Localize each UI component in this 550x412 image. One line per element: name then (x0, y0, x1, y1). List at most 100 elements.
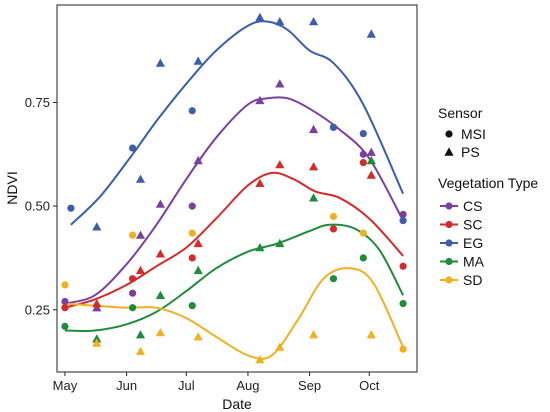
legend-vegetation-label: SD (463, 272, 482, 288)
point-eg-msi (399, 217, 407, 225)
legend-key-dot (445, 220, 453, 229)
y-tick-label: 0.25 (25, 302, 50, 317)
legend-sensor-title: Sensor (438, 105, 483, 121)
legend-key-dot (445, 239, 453, 247)
point-sd-ps (193, 332, 203, 341)
point-sc-ps (255, 178, 265, 187)
point-sd-ps (135, 346, 146, 355)
plot-panel (56, 4, 418, 373)
point-ma-msi (188, 302, 196, 310)
point-sc-ps (309, 162, 319, 171)
point-sd-msi (329, 212, 338, 221)
legend-vegetation-label: EG (463, 235, 483, 251)
point-cs-ps (193, 155, 203, 165)
point-ma-ps (193, 265, 203, 275)
point-cs-msi (61, 297, 69, 306)
point-eg-ps (309, 17, 319, 26)
legend-vegetation-label: CS (463, 198, 482, 214)
point-sc-msi (128, 275, 137, 283)
point-sc-ps (135, 265, 146, 275)
point-ma-ps (309, 193, 319, 202)
legend-vegetation-title: Vegetation Type (438, 175, 538, 191)
point-eg-ps (366, 29, 376, 38)
point-cs-msi (128, 289, 137, 297)
point-ma-ps (275, 238, 285, 248)
point-ma-msi (329, 275, 338, 283)
point-sd-ps (309, 330, 319, 339)
legend-vegetation-items: CS SC EG MA SD (440, 198, 485, 288)
point-eg-msi (67, 204, 75, 212)
point-sc-msi (61, 304, 69, 312)
point-sd-msi (188, 229, 196, 237)
point-sc-ps (366, 170, 376, 179)
point-sd-ps (255, 355, 265, 364)
data-points (61, 12, 407, 364)
x-axis-title: Date (222, 396, 252, 412)
point-sc-ps (193, 238, 203, 248)
point-sc-ps (275, 160, 285, 169)
point-eg-msi (329, 123, 338, 131)
point-ma-ps (255, 243, 265, 252)
legend-triangle-icon (444, 147, 454, 156)
point-sd-msi (359, 229, 367, 237)
point-eg-msi (359, 129, 367, 138)
point-sd-ps (366, 330, 376, 339)
trend-line-sd (64, 267, 405, 360)
legend-sensor-label: PS (461, 144, 480, 160)
trend-line-eg (70, 20, 405, 226)
point-sc-msi (329, 225, 338, 233)
trend-line-sc (64, 171, 404, 309)
point-eg-ps (135, 174, 146, 183)
point-ma-msi (128, 304, 137, 312)
legend: Sensor MSI PS Vegetation Type CS SC EG MA SD (438, 105, 538, 288)
y-axis-title: NDVI (4, 171, 20, 204)
legend-key-dot (445, 257, 453, 266)
point-sd-msi (61, 281, 69, 289)
x-tick-label: Jul (178, 378, 195, 393)
legend-vegetation-label: MA (463, 254, 485, 270)
point-cs-ps (155, 199, 165, 208)
x-tick-label: Oct (359, 378, 380, 393)
point-sd-ps (275, 342, 285, 351)
y-tick-label: 0.75 (25, 95, 50, 110)
point-eg-ps (155, 58, 165, 67)
point-ma-msi (61, 322, 69, 330)
point-ma-msi (399, 299, 407, 308)
point-cs-msi (188, 202, 196, 210)
point-eg-ps (193, 56, 203, 65)
point-eg-ps (92, 222, 102, 231)
point-cs-ps (255, 95, 265, 105)
point-sd-ps (155, 328, 165, 337)
legend-key-dot (445, 276, 453, 284)
point-eg-ps (275, 17, 285, 26)
x-tick-label: May (53, 378, 78, 393)
point-sd-ps (92, 338, 102, 347)
legend-key-dot (445, 202, 453, 210)
x-tick-label: Aug (236, 378, 259, 393)
legend-sensor-items: MSI PS (444, 126, 486, 160)
x-tick-label: Sep (298, 378, 321, 393)
point-eg-msi (128, 144, 137, 152)
point-cs-msi (399, 210, 407, 219)
point-eg-ps (255, 12, 265, 22)
x-axis: May Jun Jul Aug Sep Oct (53, 372, 380, 393)
legend-sensor-label: MSI (461, 126, 486, 142)
y-axis: 0.25 0.50 0.75 (25, 95, 57, 317)
point-ma-ps (135, 330, 146, 339)
point-ma-ps (92, 334, 102, 343)
point-cs-ps (275, 79, 285, 88)
point-sc-msi (188, 254, 196, 262)
point-sc-msi (359, 158, 367, 167)
point-sc-ps (92, 299, 102, 308)
point-ma-msi (359, 254, 367, 262)
trend-line-ma (64, 223, 404, 332)
y-tick-label: 0.50 (25, 199, 50, 214)
point-sd-msi (128, 231, 137, 239)
point-eg-msi (188, 107, 196, 115)
legend-vegetation-label: SC (463, 217, 482, 233)
trend-lines (64, 20, 405, 360)
point-ma-ps (366, 155, 376, 165)
point-ma-ps (155, 290, 165, 299)
x-tick-label: Jun (116, 378, 137, 393)
